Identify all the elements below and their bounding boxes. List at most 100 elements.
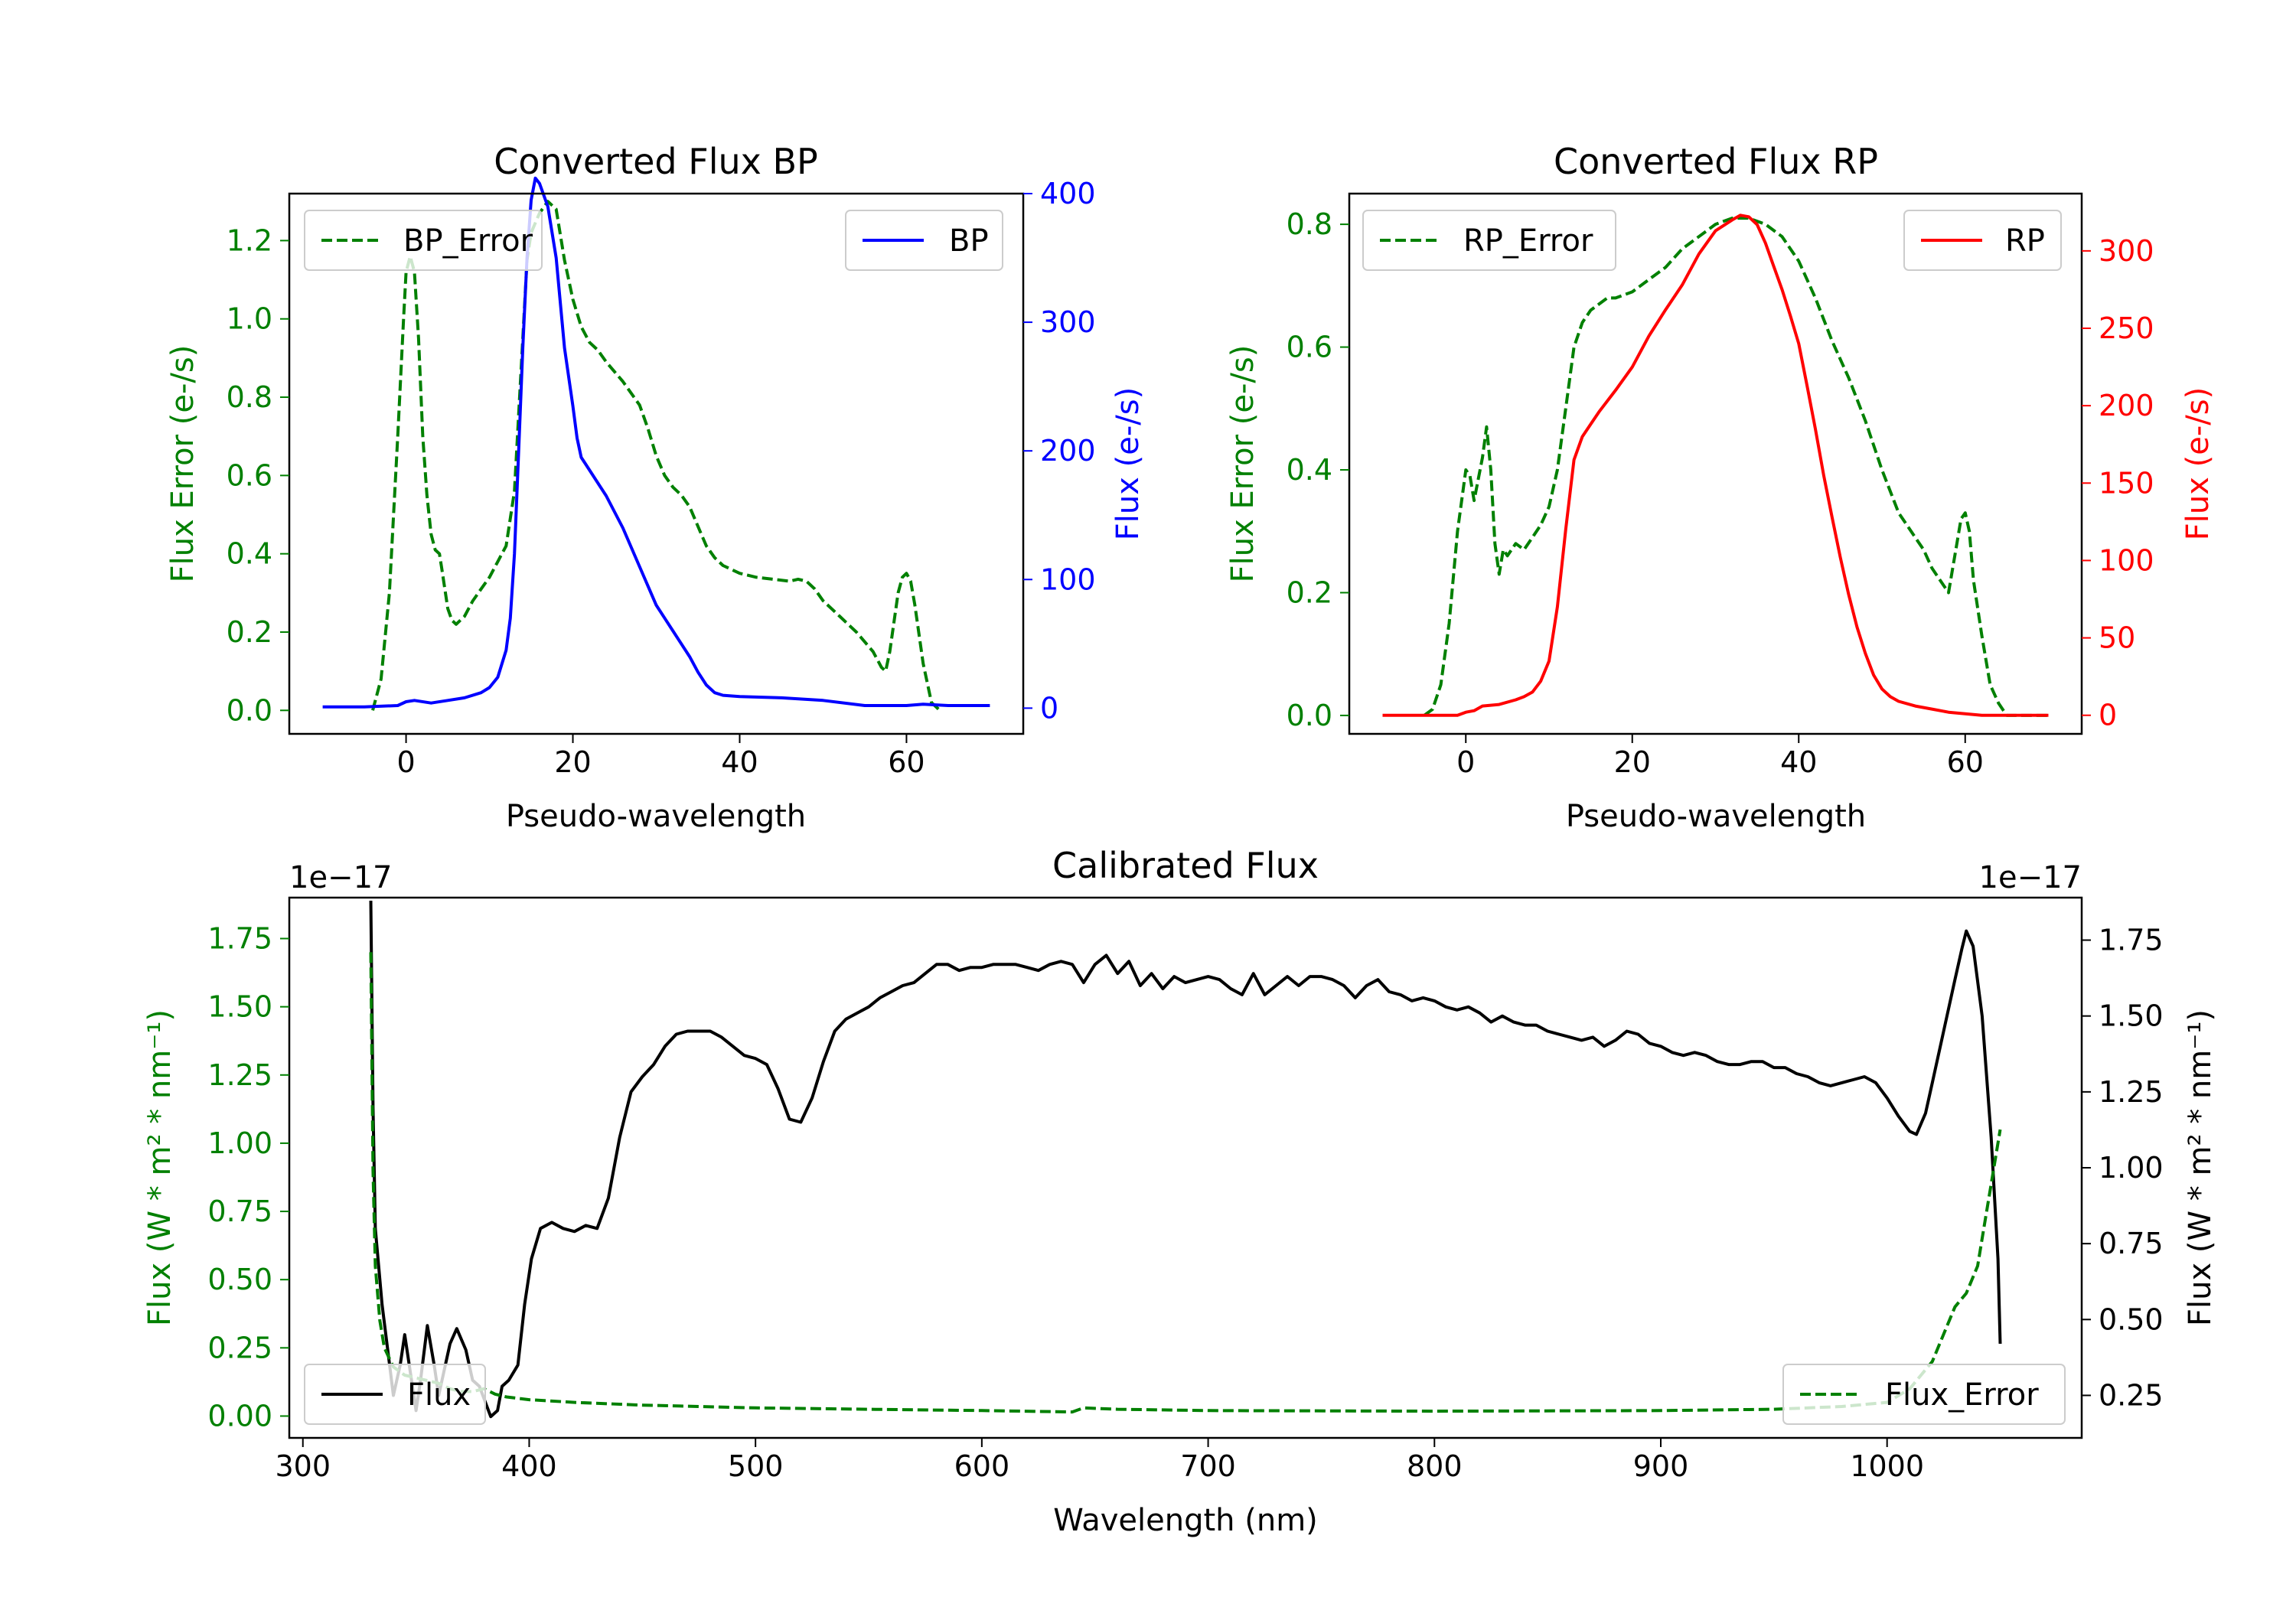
calibrated-left-tick-label: 1.00: [207, 1126, 272, 1160]
calibrated-error-legend[interactable]: Flux_Error: [1782, 1364, 2066, 1425]
rp-left-tick-label: 0.0: [1287, 699, 1332, 732]
bp-x-tick-label: 0: [396, 745, 415, 779]
rp-error-legend-label: RP_Error: [1463, 223, 1593, 259]
calibrated-flux-legend[interactable]: Flux: [304, 1364, 486, 1425]
rp-axes-frame: [1348, 192, 2083, 735]
right-offset-label: 1e−17: [1979, 860, 2082, 895]
calibrated-right-tick-label: 1.75: [2099, 924, 2164, 957]
rp-left-tick-label: 0.2: [1287, 575, 1332, 609]
bp-x-tick-label: 20: [554, 745, 591, 779]
calibrated-x-tick-label: 400: [501, 1449, 557, 1483]
calibrated-flux-series: [369, 900, 2002, 1419]
bp-error-legend[interactable]: BP_Error: [304, 210, 543, 271]
rp-error-legend-box: [1362, 210, 1616, 271]
calibrated-x-tick-label: 300: [275, 1449, 331, 1483]
bp-x-tick-label: 40: [721, 745, 758, 779]
calibrated-x-ticks: 300 400 500 600 700 800 900 1000: [275, 1438, 1924, 1483]
rp-right-tick-label: 300: [2099, 234, 2154, 268]
bp-right-tick-label: 0: [1040, 691, 1058, 725]
calibrated-x-tick-label: 800: [1407, 1449, 1463, 1483]
bp-axes-frame: [288, 192, 1025, 735]
bp-left-tick-label: 1.0: [227, 302, 272, 336]
rp-error-legend[interactable]: RP_Error: [1362, 210, 1616, 271]
calibrated-x-tick-label: 700: [1180, 1449, 1236, 1483]
calibrated-right-tick-label: 1.50: [2099, 999, 2164, 1033]
bp-x-ticks: 0 20 40 60: [396, 734, 925, 779]
calibrated-left-ticks: 0.00 0.25 0.50 0.75 1.00 1.25 1.50 1.75: [207, 921, 289, 1433]
calibrated-x-tick-label: 600: [954, 1449, 1010, 1483]
flux-line: [369, 900, 2002, 1419]
bp-flux-legend-box: [845, 210, 1003, 271]
rp-x-tick-label: 20: [1614, 745, 1651, 779]
bp-error-series: [371, 200, 941, 712]
rp-right-tick-label: 50: [2099, 621, 2135, 655]
rp-flux-legend[interactable]: RP: [1903, 210, 2062, 271]
rp-title: Converted Flux RP: [1554, 141, 1878, 182]
rp-flux-legend-box: [1903, 210, 2062, 271]
rp-subplot: 0 20 40 60 0.0 0.2 0.4 0.6 0.8 0 50 100 150 200 250 3…: [1225, 141, 2216, 834]
calibrated-x-tick-label: 900: [1633, 1449, 1689, 1483]
rp-right-tick-label: 250: [2099, 311, 2154, 345]
calibrated-right-tick-label: 0.25: [2099, 1378, 2164, 1412]
bp-subplot: 0 20 40 60 0.0 0.2 0.4 0.6 0.8 1.0 1.2 0 100 200 300…: [165, 141, 1146, 834]
rp-error-line: [1423, 217, 2049, 717]
rp-right-tick-label: 0: [2099, 699, 2117, 732]
rp-x-ticks: 0 20 40 60: [1456, 734, 1984, 779]
bp-right-y-label: Flux (e-/s): [1110, 387, 1146, 540]
rp-flux-series: [1382, 214, 2049, 717]
calibrated-left-tick-label: 0.00: [207, 1399, 272, 1433]
bp-right-tick-label: 100: [1040, 562, 1096, 596]
rp-left-tick-label: 0.8: [1287, 207, 1332, 241]
left-offset-label: 1e−17: [289, 860, 392, 895]
calibrated-error-legend-box: [1782, 1364, 2066, 1425]
rp-left-tick-label: 0.6: [1287, 331, 1332, 364]
rp-right-ticks: 0 50 100 150 200 250 300: [2082, 234, 2154, 732]
calibrated-right-tick-label: 1.25: [2099, 1075, 2164, 1109]
rp-right-tick-label: 150: [2099, 466, 2154, 500]
rp-right-y-label: Flux (e-/s): [2180, 387, 2216, 540]
bp-left-tick-label: 0.6: [227, 458, 272, 492]
bp-left-tick-label: 0.2: [227, 615, 272, 649]
rp-x-tick-label: 60: [1947, 745, 1984, 779]
bp-error-legend-box: [304, 210, 543, 271]
calibrated-left-tick-label: 1.25: [207, 1058, 272, 1092]
calibrated-error-legend-label: Flux_Error: [1885, 1377, 2039, 1413]
rp-left-y-label: Flux Error (e-/s): [1225, 345, 1261, 583]
calibrated-title: Calibrated Flux: [1052, 845, 1319, 886]
bp-right-tick-label: 400: [1040, 177, 1096, 210]
bp-flux-legend-label: BP: [949, 223, 989, 259]
bp-left-y-label: Flux Error (e-/s): [165, 345, 201, 583]
rp-error-series: [1423, 217, 2049, 717]
bp-flux-series: [322, 176, 990, 709]
rp-right-tick-label: 100: [2099, 543, 2154, 577]
bp-right-tick-label: 200: [1040, 434, 1096, 468]
bp-right-tick-label: 300: [1040, 305, 1096, 339]
bp-left-tick-label: 0.0: [227, 693, 272, 727]
bp-left-tick-label: 0.8: [227, 380, 272, 414]
calibrated-left-tick-label: 0.50: [207, 1263, 272, 1296]
bp-right-ticks: 0 100 200 300 400: [1023, 177, 1096, 725]
rp-line: [1382, 214, 2049, 717]
calibrated-x-tick-label: 1000: [1850, 1449, 1924, 1483]
rp-x-tick-label: 40: [1780, 745, 1817, 779]
calibrated-left-tick-label: 0.25: [207, 1331, 272, 1364]
calibrated-left-tick-label: 1.50: [207, 990, 272, 1024]
calibrated-left-y-label: Flux (W * m² * nm⁻¹): [142, 1009, 178, 1326]
calibrated-flux-legend-box: [304, 1364, 486, 1425]
bp-left-ticks: 0.0 0.2 0.4 0.6 0.8 1.0 1.2: [227, 223, 289, 727]
bp-line: [322, 176, 990, 709]
bp-flux-legend[interactable]: BP: [845, 210, 1003, 271]
calibrated-right-tick-label: 1.00: [2099, 1151, 2164, 1185]
rp-left-ticks: 0.0 0.2 0.4 0.6 0.8: [1287, 207, 1349, 732]
calibrated-right-y-label: Flux (W * m² * nm⁻¹): [2183, 1009, 2218, 1326]
calibrated-right-tick-label: 0.50: [2099, 1302, 2164, 1336]
bp-left-tick-label: 0.4: [227, 537, 272, 571]
bp-x-tick-label: 60: [888, 745, 925, 779]
rp-flux-legend-label: RP: [2005, 223, 2045, 259]
calibrated-left-tick-label: 1.75: [207, 921, 272, 955]
calibrated-subplot: 300 400 500 600 700 800 900 1000 0.000.250.500.…: [142, 845, 2218, 1538]
calibrated-left-tick-label: 0.75: [207, 1195, 272, 1228]
calibrated-right-tick-label: 0.75: [2099, 1227, 2164, 1260]
bp-error-legend-label: BP_Error: [403, 223, 533, 259]
